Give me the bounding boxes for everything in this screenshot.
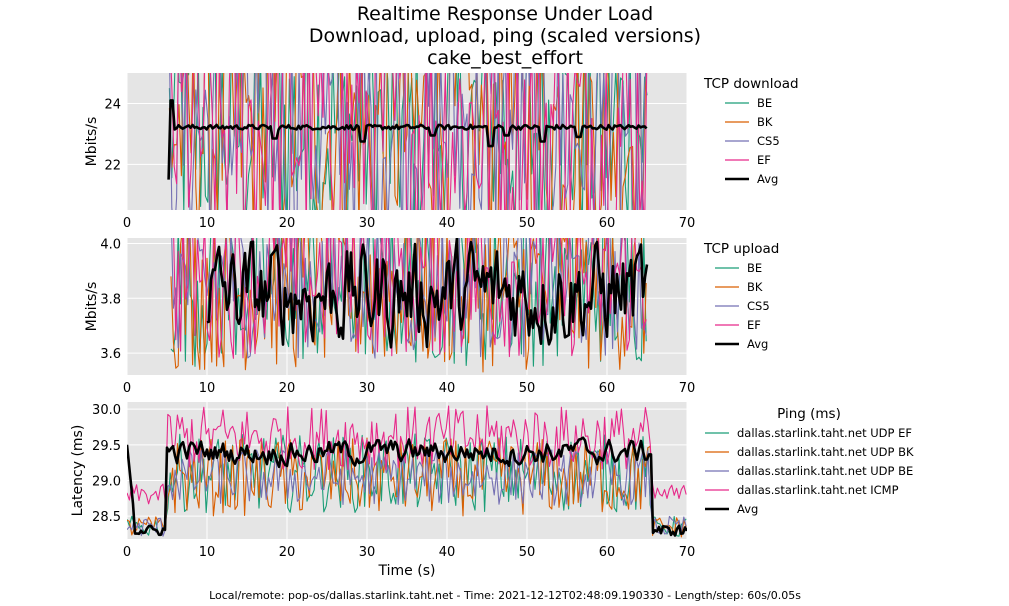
- y-tick-label: 3.6: [100, 347, 121, 362]
- chart-title-line-3: cake_best_effort: [427, 47, 583, 69]
- x-tick-label: 10: [199, 216, 216, 231]
- x-tick-label: 50: [519, 545, 536, 560]
- download-panel: 0 10 20 30 40 50 60 70 22 24 Mbits/s TCP download BE…: [84, 73, 799, 231]
- legend-label: BK: [747, 280, 763, 294]
- x-tick-label: 40: [439, 216, 456, 231]
- x-tick-label: 10: [199, 381, 216, 396]
- y-tick-label: 29.5: [92, 439, 121, 454]
- y-tick-label: 3.8: [100, 292, 121, 307]
- x-tick-label: 70: [679, 381, 696, 396]
- chart-title-line-2: Download, upload, ping (scaled versions): [309, 25, 701, 47]
- x-tick-label: 70: [679, 545, 696, 560]
- x-axis-label: Time (s): [378, 563, 436, 579]
- x-tick-label: 30: [359, 545, 376, 560]
- legend-label: dallas.starlink.taht.net UDP BK: [737, 445, 914, 459]
- x-tick-label: 10: [199, 545, 216, 560]
- legend-title: Ping (ms): [777, 406, 841, 422]
- x-tick-label: 30: [359, 216, 376, 231]
- y-tick-label: 24: [104, 97, 121, 112]
- legend-label: CS5: [747, 299, 770, 313]
- x-tick-label: 20: [279, 216, 296, 231]
- x-tick-label: 60: [599, 545, 616, 560]
- series-line-dallas-starlink-taht-net-udp-be: [127, 448, 687, 537]
- series-line-ef: [170, 73, 648, 210]
- x-tick-label: 50: [519, 216, 536, 231]
- y-axis-label: Mbits/s: [84, 282, 100, 332]
- ping-panel: 0 10 20 30 40 50 60 70 28.5 29.0 29.5 30.0 Latency (…: [70, 402, 914, 560]
- series-line-avg: [127, 436, 687, 537]
- legend-title: TCP download: [703, 76, 799, 92]
- series-line-avg: [167, 99, 648, 180]
- y-axis-label: Latency (ms): [70, 425, 86, 517]
- y-tick-label: 29.0: [92, 474, 121, 489]
- x-tick-label: 0: [123, 216, 131, 231]
- legend-label: Avg: [757, 172, 778, 186]
- legend-label: Avg: [737, 502, 758, 516]
- legend-label: Avg: [747, 337, 768, 351]
- legend-label: dallas.starlink.taht.net UDP EF: [737, 426, 912, 440]
- legend-label: EF: [757, 153, 771, 167]
- x-tick-label: 0: [123, 545, 131, 560]
- x-tick-label: 30: [359, 381, 376, 396]
- legend-label: BE: [747, 261, 762, 275]
- series-line-ef: [173, 238, 647, 359]
- footer-text: Local/remote: pop-os/dallas.starlink.tah…: [209, 589, 801, 602]
- x-tick-label: 60: [599, 216, 616, 231]
- x-tick-label: 60: [599, 381, 616, 396]
- y-tick-label: 28.5: [92, 510, 121, 525]
- series-line-cs5: [169, 73, 647, 210]
- y-tick-label: 30.0: [92, 403, 121, 418]
- x-tick-label: 20: [279, 545, 296, 560]
- x-tick-label: 0: [123, 381, 131, 396]
- x-tick-label: 50: [519, 381, 536, 396]
- legend-label: EF: [747, 318, 761, 332]
- y-axis-label: Mbits/s: [84, 117, 100, 167]
- legend-label: BE: [757, 96, 772, 110]
- series-line-avg: [206, 238, 649, 349]
- x-tick-label: 20: [279, 381, 296, 396]
- legend-title: TCP upload: [703, 241, 779, 257]
- legend-label: dallas.starlink.taht.net UDP BE: [737, 464, 913, 478]
- x-tick-label: 40: [439, 545, 456, 560]
- legend-label: BK: [757, 115, 773, 129]
- y-tick-label: 4.0: [100, 237, 121, 252]
- upload-panel: 0 10 20 30 40 50 60 70 3.6 3.8 4.0 Mbits/s TCP uploa…: [84, 237, 779, 396]
- legend-label: CS5: [757, 134, 780, 148]
- chart-title-line-1: Realtime Response Under Load: [357, 3, 653, 25]
- x-tick-label: 70: [679, 216, 696, 231]
- series-line-cs5: [171, 238, 647, 359]
- legend-label: dallas.starlink.taht.net ICMP: [737, 483, 899, 497]
- x-tick-label: 40: [439, 381, 456, 396]
- series-line-bk: [168, 73, 647, 210]
- y-tick-label: 22: [104, 158, 121, 173]
